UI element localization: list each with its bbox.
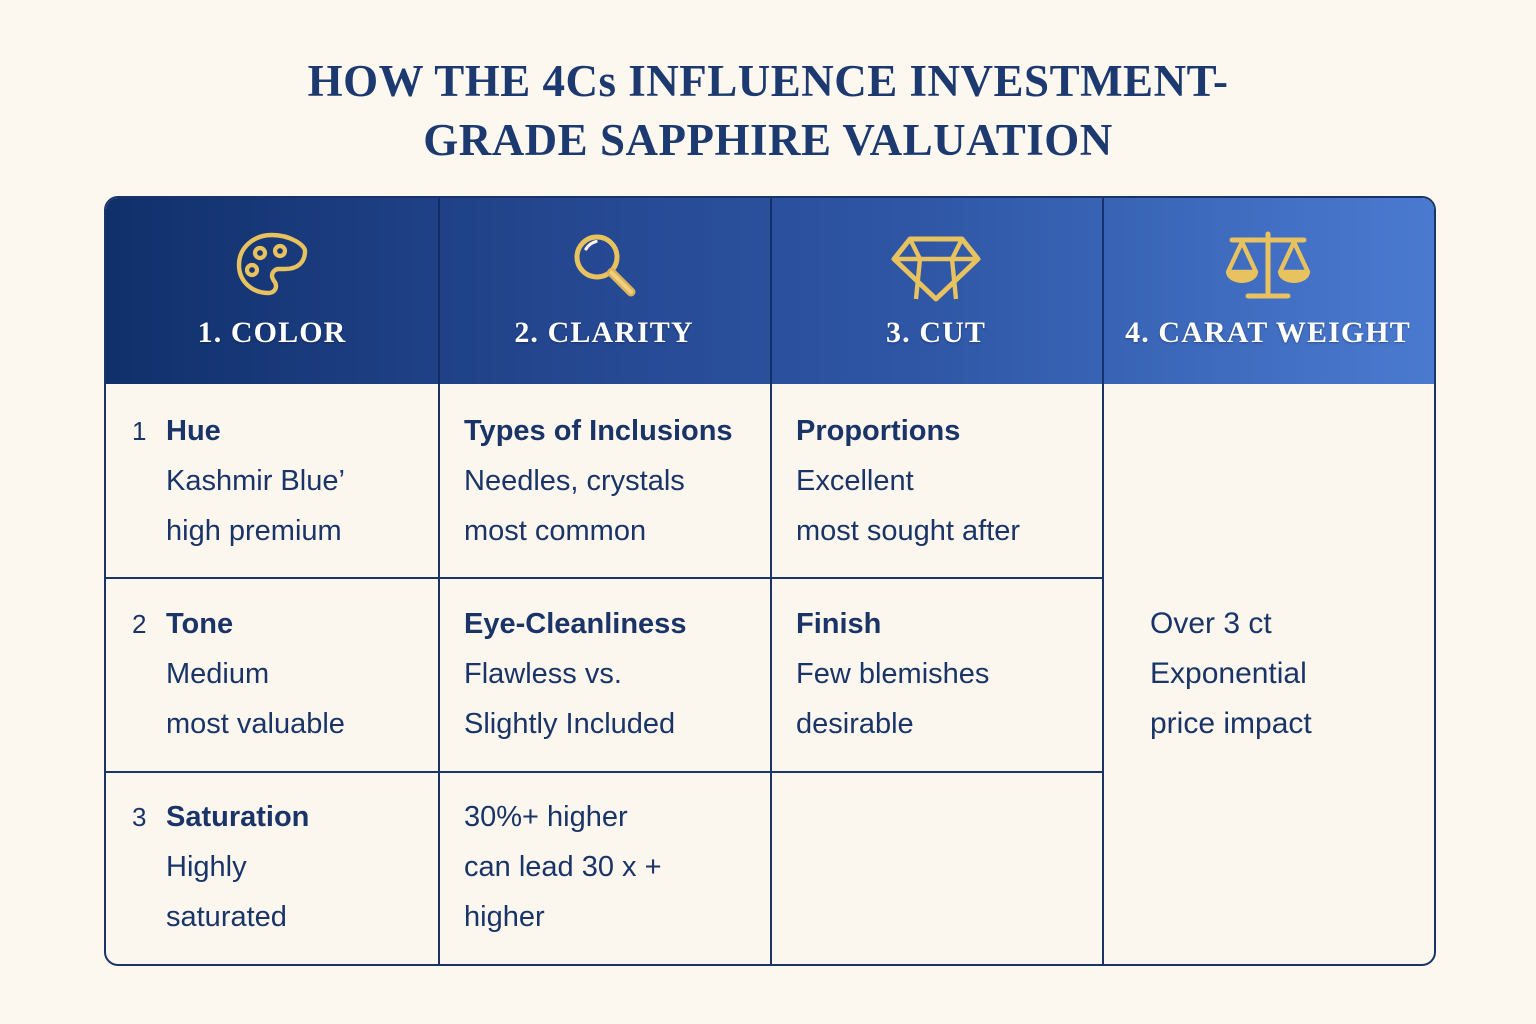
table-row: Eye-Cleanliness Flawless vs. Slightly In… xyxy=(438,577,770,770)
cell-line: can lead 30 x + xyxy=(464,851,662,884)
cell-heading: Proportions xyxy=(796,414,961,447)
cell-line: higher xyxy=(464,901,545,934)
table-row: Finish Few blemishes desirable xyxy=(770,577,1102,770)
cell-line: Flawless vs. xyxy=(464,657,622,690)
column-cut: Proportions Excellent most sought after … xyxy=(770,384,1102,964)
cell-line: Few blemishes xyxy=(796,657,990,690)
row-index: 3 xyxy=(132,802,147,833)
diamond-icon xyxy=(890,224,982,310)
cell-heading: Hue xyxy=(166,414,221,447)
page-title: HOW THE 4Cs INFLUENCE INVESTMENT-GRADE S… xyxy=(307,56,1229,166)
header-label-color: 1. COLOR xyxy=(197,316,347,349)
table-row: 30%+ higher can lead 30 x + higher xyxy=(438,770,770,964)
cell-line: Medium xyxy=(166,657,270,690)
balance-scale-icon xyxy=(1220,224,1316,310)
header-cell-carat-weight[interactable]: 4. CARAT WEIGHT xyxy=(1102,198,1434,384)
cell-heading: Tone xyxy=(166,607,234,640)
magnifying-glass-icon xyxy=(564,224,644,310)
header-cell-cut[interactable]: 3. CUT xyxy=(770,198,1102,384)
row-index: 2 xyxy=(132,608,147,639)
table-row: 3 Saturation Highly saturated xyxy=(106,770,438,964)
cell-line: Slightly Included xyxy=(464,707,676,740)
header-label-cut: 3. CUT xyxy=(886,316,986,349)
column-color: 1 Hue Kashmir Blue’ high premium 2 Tone xyxy=(106,384,438,964)
cell-line: high premium xyxy=(166,514,342,547)
cell-line: most common xyxy=(464,514,647,547)
cell-line: desirable xyxy=(796,707,914,740)
table-row: Types of Inclusions Needles, crystals mo… xyxy=(438,384,770,577)
table-cell-carat: Over 3 ct Exponential price impact xyxy=(1102,384,1434,964)
cell-line: 30%+ higher xyxy=(464,801,628,834)
header-cell-clarity[interactable]: 2. CLARITY xyxy=(438,198,770,384)
column-carat-weight: Over 3 ct Exponential price impact xyxy=(1102,384,1434,964)
row-index: 1 xyxy=(132,415,147,446)
cell-heading: Eye-Cleanliness xyxy=(464,607,687,640)
cell-line: saturated xyxy=(166,901,287,934)
cell-line: Excellent xyxy=(796,464,914,497)
table-row: Proportions Excellent most sought after xyxy=(770,384,1102,577)
cell-heading: Finish xyxy=(796,607,882,640)
four-cs-table: 1. COLOR 2. CLARITY xyxy=(104,196,1436,966)
cell-heading: Types of Inclusions xyxy=(464,414,733,447)
table-body: 1 Hue Kashmir Blue’ high premium 2 Tone xyxy=(106,384,1434,964)
header-label-carat-weight: 4. CARAT WEIGHT xyxy=(1125,316,1411,349)
cell-line: Needles, crystals xyxy=(464,464,685,497)
cell-line: Exponential xyxy=(1150,657,1307,690)
table-row: 1 Hue Kashmir Blue’ high premium xyxy=(106,384,438,577)
header-cell-color[interactable]: 1. COLOR xyxy=(106,198,438,384)
cell-line: Kashmir Blue’ xyxy=(166,464,345,497)
cell-line: most valuable xyxy=(166,707,345,740)
cell-line: Over 3 ct xyxy=(1150,607,1272,640)
cell-line: price impact xyxy=(1150,707,1312,740)
table-header-row: 1. COLOR 2. CLARITY xyxy=(106,198,1434,384)
cell-line: most sought after xyxy=(796,514,1021,547)
column-clarity: Types of Inclusions Needles, crystals mo… xyxy=(438,384,770,964)
cell-line: Highly xyxy=(166,851,247,884)
table-row-empty xyxy=(770,770,1102,964)
header-label-clarity: 2. CLARITY xyxy=(514,316,694,349)
cell-heading: Saturation xyxy=(166,801,310,834)
table-row: 2 Tone Medium most valuable xyxy=(106,577,438,770)
palette-icon xyxy=(232,224,312,310)
